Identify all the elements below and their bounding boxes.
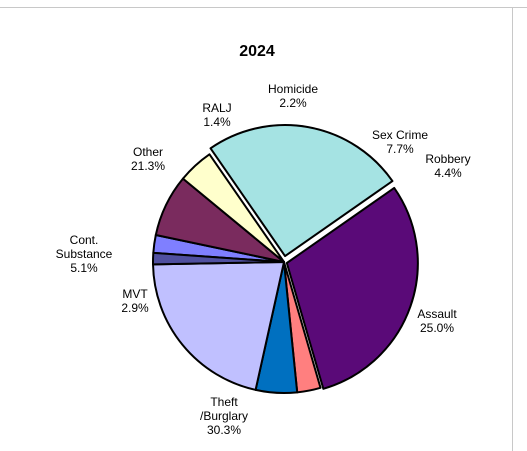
slice-label-line: 30.3% (207, 423, 241, 437)
pie-slices (152, 124, 419, 394)
slice-label-line: 25.0% (420, 321, 454, 335)
slice-label-line: Theft (210, 395, 238, 409)
slice-label-homicide: Homicide 2.2% (268, 82, 318, 110)
slice-label-line: RALJ (202, 101, 231, 115)
slice-label-robbery: Robbery 4.4% (425, 152, 470, 180)
slice-label-line: 4.4% (434, 166, 462, 180)
slice-label-line: 5.1% (70, 261, 98, 275)
pie-slice-ralj (152, 251, 285, 266)
slice-label-theft: Theft/Burglary 30.3% (200, 395, 248, 437)
slice-label-line: /Burglary (200, 409, 248, 423)
frame-border-right (512, 7, 513, 451)
slice-label-mvt: MVT 2.9% (121, 287, 149, 315)
slice-label-line: 1.4% (203, 115, 231, 129)
slice-label-sex-crime: Sex Crime 7.7% (372, 128, 428, 156)
slice-label-line: 2.9% (121, 301, 149, 315)
slice-label-line: Robbery (425, 152, 470, 166)
pie-slice-theft (285, 186, 419, 390)
slice-label-line: 2.2% (279, 96, 307, 110)
pie-slice-assault (209, 124, 394, 258)
slice-label-line: Homicide (268, 82, 318, 96)
slice-label-line: MVT (122, 287, 148, 301)
slice-label-ralj: RALJ 1.4% (202, 101, 231, 129)
pie-slice-other (152, 261, 285, 391)
slice-label-line: Other (133, 145, 163, 159)
chart-title: 2024 (239, 43, 275, 60)
pie-slice-robbery (181, 153, 285, 263)
slice-label-line: 21.3% (131, 159, 165, 173)
slice-label-line: Assault (417, 307, 457, 321)
slice-label-assault: Assault 25.0% (417, 307, 457, 335)
slice-label-other: Other 21.3% (131, 145, 165, 173)
slice-label-line: 7.7% (386, 142, 414, 156)
frame-border-top (0, 7, 527, 8)
slice-label-line: Substance (56, 247, 113, 261)
slice-label-cont: Cont. Substance 5.1% (56, 233, 113, 275)
slice-labels: Homicide 2.2%Sex Crime 7.7%Robbery 4.4%Assa… (56, 82, 471, 437)
slice-label-line: Sex Crime (372, 128, 428, 142)
slice-label-line: Cont. (70, 233, 99, 247)
